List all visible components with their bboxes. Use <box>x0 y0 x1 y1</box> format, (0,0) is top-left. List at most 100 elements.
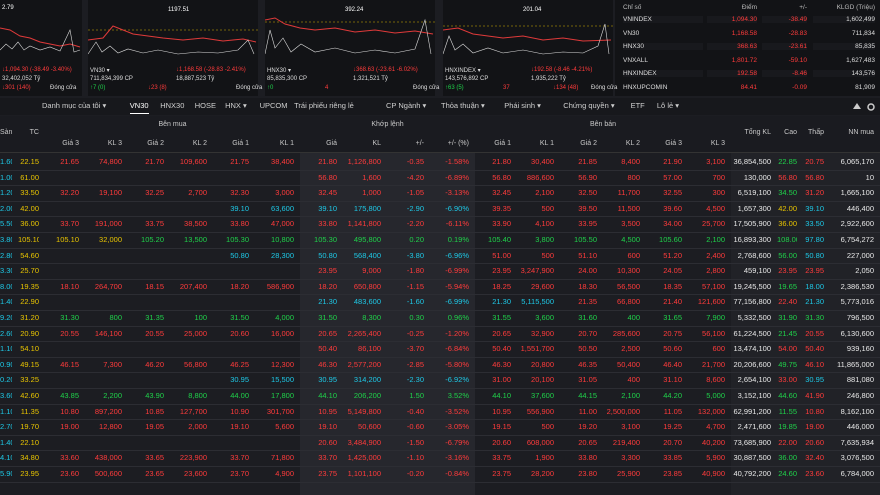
table-cell: 8,400 <box>621 157 640 166</box>
column-header: KL 2 <box>625 140 640 147</box>
table-cell: 33.95 <box>578 219 597 229</box>
tab[interactable]: UPCOM <box>259 101 288 110</box>
panel-corner: ↓134 (48) <box>553 85 579 91</box>
table-cell: 46.25 <box>230 359 249 369</box>
table-cell: 3,600 <box>535 313 554 322</box>
table-cell: 4,000 <box>275 313 294 322</box>
table-cell: 2,100 <box>621 391 640 400</box>
table-cell: 500 <box>541 250 554 260</box>
table-cell: 10.95 <box>318 406 337 416</box>
tab[interactable]: HNX ▾ <box>225 101 247 110</box>
index-cell: VNINDEX <box>623 16 703 23</box>
tab[interactable]: Phái sinh ▾ <box>504 101 541 110</box>
table-cell: 40,792,200 <box>733 469 771 478</box>
table-cell: 25,000 <box>184 328 207 338</box>
table-cell: 105.10 <box>18 235 39 244</box>
table-cell: 33.60 <box>60 453 79 463</box>
table-cell: 121,600 <box>697 297 725 307</box>
table-cell: 31.65 <box>663 313 682 322</box>
table-cell: 20.75 <box>663 328 682 338</box>
table-cell: 105.10 <box>56 235 79 244</box>
panel-index: ↓192.58 (-8.46 -4.21%) <box>531 67 593 73</box>
table-cell: 446,000 <box>846 422 874 432</box>
row-bg <box>0 201 880 218</box>
index-cell: 1,801.72 <box>731 56 757 64</box>
table-cell: 17,505,900 <box>733 219 771 229</box>
table-cell: 5.90 <box>0 469 12 478</box>
table-cell: 2.70 <box>0 422 12 432</box>
tab[interactable]: Danh mục của tôi ▾ <box>42 101 107 110</box>
table-cell: 46.10 <box>805 359 824 369</box>
table-cell <box>45 435 79 451</box>
volume <box>442 23 610 55</box>
table-cell: 206,200 <box>353 391 381 400</box>
table-cell: 227,000 <box>846 250 874 260</box>
tab[interactable]: Thỏa thuận ▾ <box>441 101 485 110</box>
table-cell: 21.90 <box>663 157 682 166</box>
table-cell: 17,800 <box>271 391 294 400</box>
tab[interactable]: Chứng quyền ▾ <box>563 101 615 110</box>
tab[interactable]: VN30 <box>129 99 149 114</box>
index-cell: 1,094.30 <box>707 16 757 23</box>
table-cell: 56,500 <box>617 281 640 291</box>
table-cell <box>128 372 164 388</box>
tab[interactable]: ETF <box>630 101 645 110</box>
table-cell: 50.40 <box>805 344 824 354</box>
table-cell <box>170 201 207 217</box>
index-panel <box>0 0 82 96</box>
panel-status: Đóng cửa <box>413 85 440 91</box>
table-cell: 2,922,600 <box>840 219 874 229</box>
table-cell: 29,600 <box>531 281 554 291</box>
table-cell: -1.15 <box>406 281 424 291</box>
table-cell: -1.80 <box>406 266 424 276</box>
table-cell: 21.35 <box>578 297 597 307</box>
table-cell: 556,900 <box>526 406 554 416</box>
table-cell: 32.45 <box>492 188 511 198</box>
table-cell: 22.15 <box>20 157 39 166</box>
table-cell: 21.65 <box>60 157 79 166</box>
table-cell: 18.15 <box>145 281 164 291</box>
table-cell: 3.30 <box>0 266 12 276</box>
table-cell: 18.20 <box>318 281 337 291</box>
tab[interactable]: Trái phiếu riêng lẻ <box>294 101 354 110</box>
panel-status: Đóng cửa <box>50 85 77 91</box>
table-cell: 1,657,300 <box>737 203 771 213</box>
index-panel <box>264 0 435 96</box>
tab[interactable]: HNX30 <box>160 101 185 110</box>
panel-name: HNX30 ▾ <box>267 68 292 74</box>
scroll-up-icon[interactable] <box>852 102 862 112</box>
table-cell: 8,162,100 <box>840 406 874 416</box>
settings-icon[interactable] <box>866 102 876 112</box>
table-cell: 246,800 <box>846 391 874 400</box>
tab[interactable]: HOSE <box>194 101 216 110</box>
tab[interactable]: Lô lẻ ▾ <box>656 101 680 110</box>
table-cell: 39.10 <box>318 203 337 213</box>
table-cell: 2,400 <box>706 250 725 260</box>
table-cell: 459,100 <box>743 266 771 276</box>
table-cell: 100 <box>194 313 207 322</box>
index-cell: 143,576 <box>813 70 875 77</box>
table-cell: 18.30 <box>578 281 597 291</box>
row-bg <box>0 310 880 327</box>
table-cell <box>45 170 79 186</box>
table-cell: 314,200 <box>353 375 381 385</box>
table-cell: -2.90 <box>406 203 424 213</box>
table-cell: 20,206,600 <box>733 359 771 369</box>
table-cell: 18.25 <box>492 281 511 291</box>
index-cell: -0.09 <box>792 83 807 91</box>
table-cell: 50.50 <box>578 344 597 354</box>
panel-down: 37 <box>503 85 510 91</box>
table-cell <box>128 170 164 186</box>
table-cell: 50.80 <box>805 250 824 260</box>
table-cell: -5.80% <box>445 359 469 369</box>
table-cell: 881,080 <box>846 375 874 385</box>
table-cell: 108.00 <box>777 235 797 244</box>
table-cell: 51.20 <box>663 250 682 260</box>
table-cell: 21.80 <box>318 157 337 166</box>
panel-name: HNXINDEX ▾ <box>445 68 481 74</box>
column-header: KL 2 <box>192 140 207 147</box>
table-cell: 20.75 <box>805 157 824 166</box>
panel-index: ↓1,094.30 (-38.49 -3.40%) <box>2 67 72 73</box>
tab[interactable]: CP Ngành ▾ <box>386 101 427 110</box>
table-cell: 16,000 <box>271 328 294 338</box>
